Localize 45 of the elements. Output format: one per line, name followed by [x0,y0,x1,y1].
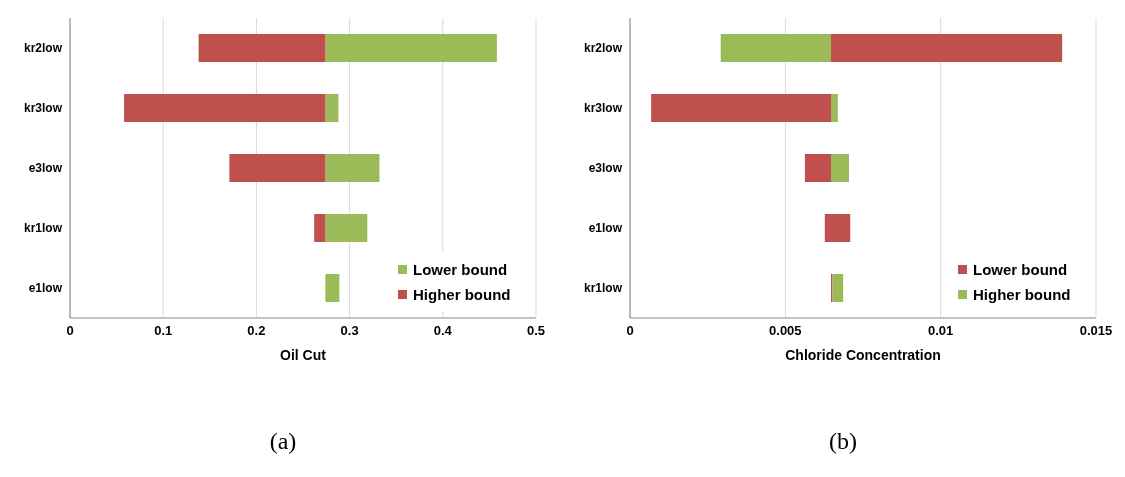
x-tick-label: 0 [66,323,74,339]
y-tick-label: kr1low [23,221,63,236]
bar [832,274,844,302]
bar [325,154,380,182]
x-tick-label: 0.2 [247,323,266,339]
bar [325,214,368,242]
text: (a) [268,428,298,455]
legend-label: Higher bound [413,286,511,303]
bar [229,154,326,182]
bar [831,34,1063,62]
bar [824,214,851,242]
legend-label: Lower bound [973,261,1068,278]
bar [124,94,326,122]
bar [720,34,831,62]
bar [314,214,326,242]
bar [325,34,497,62]
bar [651,94,831,122]
x-tick-label: 0.4 [433,323,453,339]
y-tick-label: kr2low [583,41,623,56]
bar [804,154,831,182]
text: (b) [828,428,858,455]
legend-label: Lower bound [413,261,508,278]
y-tick-label: e3low [28,161,63,176]
x-axis-title: Chloride Concentration [785,347,941,363]
y-tick-label: kr2low [23,41,63,56]
y-tick-label: kr3low [23,101,63,116]
x-axis-title: Oil Cut [280,347,327,363]
y-tick-label: e3low [588,161,623,176]
legend-label: Higher bound [973,286,1071,303]
bar [198,34,326,62]
x-tick-label: 0.01 [928,323,954,339]
x-tick-label: 0.015 [1079,323,1113,339]
bar [831,94,838,122]
x-tick-label: 0.1 [154,323,173,339]
y-tick-label: kr1low [583,281,623,296]
y-tick-label: e1low [28,281,63,296]
bar [325,94,339,122]
bar [831,154,850,182]
y-tick-label: kr3low [583,101,623,116]
y-tick-label: e1low [588,221,623,236]
x-tick-label: 0.5 [526,323,546,339]
bar [325,274,340,302]
x-tick-label: 0.3 [340,323,359,339]
x-tick-label: 0.005 [769,323,802,339]
x-tick-label: 0 [626,323,634,339]
